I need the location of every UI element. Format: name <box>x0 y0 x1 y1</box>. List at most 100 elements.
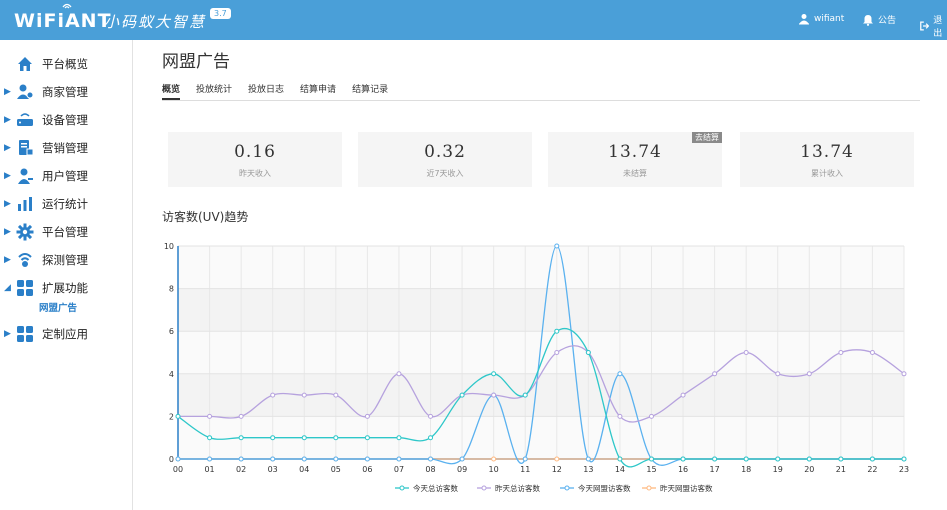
tab-delivery-stats[interactable]: 投放统计 <box>196 85 233 95</box>
logout-link[interactable]: 退出 <box>920 13 947 39</box>
sidebar-item-users[interactable]: ▶ 用户管理 <box>4 168 88 184</box>
user-menu[interactable]: wifiant <box>798 13 844 25</box>
sidebar: 平台概览 ▶ 商家管理 ▶ 设备管理 ▶ 营销管理 ▶ 用户管理 ▶ 运行统计 <box>0 40 133 510</box>
sidebar-item-probe[interactable]: ▶ 探测管理 <box>4 253 88 267</box>
data-point <box>617 413 623 419</box>
x-tick-label: 04 <box>299 465 309 474</box>
sidebar-item-marketing[interactable]: ▶ 营销管理 <box>4 140 88 156</box>
data-point <box>554 328 560 334</box>
data-point <box>680 392 686 398</box>
data-point <box>648 413 654 419</box>
grid-band <box>178 373 904 417</box>
gear-icon <box>16 223 34 241</box>
version-badge: 3.7 <box>210 8 231 19</box>
data-point <box>270 456 276 462</box>
top-bar: WiFiANT 小码蚁大智慧 3.7 wifiant 公告 退出 <box>0 0 947 40</box>
x-tick-label: 05 <box>331 465 341 474</box>
data-point <box>585 456 591 462</box>
data-point <box>459 456 465 462</box>
merchant-icon <box>17 84 34 99</box>
data-point <box>901 456 907 462</box>
sidebar-item-custom-apps[interactable]: ▶ 定制应用 <box>4 326 88 342</box>
sidebar-item-merchant[interactable]: ▶ 商家管理 <box>4 84 88 99</box>
data-point <box>301 392 307 398</box>
sidebar-item-device[interactable]: ▶ 设备管理 <box>4 113 88 127</box>
home-icon <box>18 57 32 71</box>
sidebar-item-platform[interactable]: ▶ 平台管理 <box>4 223 88 241</box>
y-tick-label: 10 <box>164 242 174 251</box>
data-point <box>775 456 781 462</box>
chevron-down-icon: ◢ <box>4 283 11 293</box>
data-point <box>428 435 434 441</box>
data-point <box>869 350 875 355</box>
legend-marker <box>646 485 652 491</box>
apps-icon <box>17 280 33 296</box>
data-point <box>806 371 812 377</box>
data-point <box>838 456 844 462</box>
legend-marker <box>564 485 570 491</box>
probe-icon <box>18 253 32 267</box>
legend-marker <box>481 485 487 491</box>
chevron-right-icon: ▶ <box>4 255 11 265</box>
settle-button[interactable]: 去结算 <box>692 132 722 143</box>
data-point <box>396 456 402 462</box>
tab-settlement-records[interactable]: 结算记录 <box>352 85 389 95</box>
x-tick-label: 23 <box>899 465 909 474</box>
x-tick-label: 01 <box>204 465 214 474</box>
legend-label: 今天网盟访客数 <box>578 483 631 493</box>
x-tick-label: 12 <box>552 465 562 474</box>
bell-icon <box>863 14 873 26</box>
data-point <box>554 350 560 355</box>
data-point <box>428 456 434 462</box>
bar-chart-icon <box>18 197 32 211</box>
logout-label: 退出 <box>933 16 943 39</box>
tab-settlement-request[interactable]: 结算申请 <box>300 85 337 95</box>
chevron-right-icon: ▶ <box>4 143 11 153</box>
user-icon <box>799 14 809 25</box>
stat-value: 0.32 <box>424 142 466 162</box>
y-tick-label: 6 <box>169 327 174 336</box>
data-point <box>522 456 528 462</box>
logout-icon <box>920 21 930 31</box>
stat-card-unsettled: 去结算 13.74 未结算 <box>548 132 722 187</box>
tab-divider <box>162 100 920 101</box>
data-point <box>838 350 844 355</box>
data-point <box>491 456 497 462</box>
x-tick-label: 18 <box>741 465 751 474</box>
sidebar-item-stats[interactable]: ▶ 运行统计 <box>4 197 88 211</box>
x-tick-label: 08 <box>425 465 435 474</box>
chart-title: 访客数(UV)趋势 <box>162 210 249 224</box>
tab-bar: 概览 投放统计 投放日志 结算申请 结算记录 <box>162 82 388 100</box>
data-point <box>459 392 465 398</box>
stat-label: 近7天收入 <box>426 169 464 178</box>
sidebar-item-overview[interactable]: 平台概览 <box>0 50 133 78</box>
x-tick-label: 17 <box>710 465 720 474</box>
stat-label: 昨天收入 <box>239 169 271 178</box>
y-tick-label: 8 <box>169 285 174 294</box>
data-point <box>333 435 339 441</box>
sidebar-subitem-ad-network[interactable]: 网盟广告 <box>39 303 78 314</box>
sidebar-item-extensions[interactable]: ◢ 扩展功能 <box>4 280 88 296</box>
x-tick-label: 03 <box>268 465 278 474</box>
y-tick-label: 2 <box>169 412 174 421</box>
brand-logo: WiFiANT <box>14 10 112 32</box>
x-tick-label: 06 <box>362 465 372 474</box>
data-point <box>491 371 497 377</box>
data-point <box>238 413 244 419</box>
data-point <box>301 435 307 441</box>
x-tick-label: 16 <box>678 465 688 474</box>
tab-delivery-log[interactable]: 投放日志 <box>248 85 285 95</box>
stat-value: 13.74 <box>800 142 854 162</box>
data-point <box>617 371 623 377</box>
stat-card-7days: 0.32 近7天收入 <box>358 132 532 187</box>
x-tick-label: 00 <box>173 465 183 474</box>
stat-label: 未结算 <box>623 169 647 178</box>
data-point <box>207 413 213 419</box>
notice-link[interactable]: 公告 <box>862 13 896 26</box>
data-point <box>775 371 781 377</box>
tab-overview[interactable]: 概览 <box>162 82 181 100</box>
data-point <box>585 350 591 355</box>
data-point <box>364 435 370 441</box>
stat-value: 13.74 <box>608 142 662 162</box>
data-point <box>175 456 181 462</box>
